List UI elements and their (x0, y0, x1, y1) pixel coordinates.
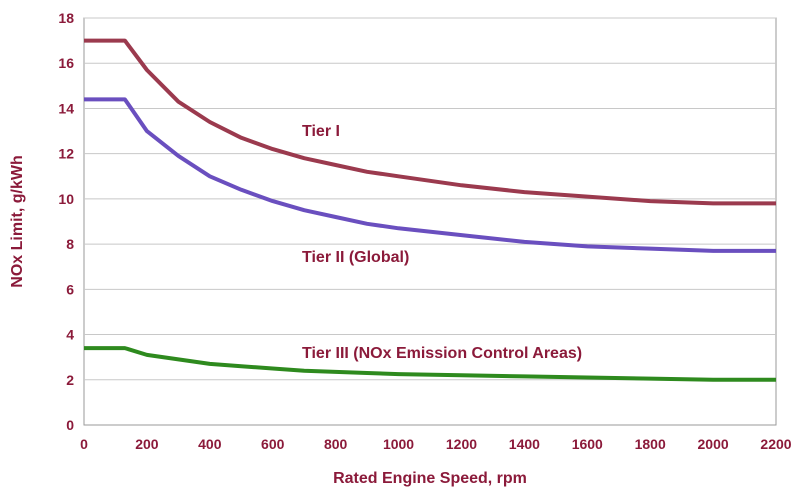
series-label-tier-iii: Tier III (NOx Emission Control Areas) (302, 345, 582, 362)
x-tick-label: 1000 (383, 436, 414, 452)
series-label-tier-i: Tier I (302, 123, 340, 140)
x-tick-label: 1200 (446, 436, 477, 452)
y-tick-label: 10 (58, 191, 74, 207)
series-group (84, 38, 776, 382)
grid-lines (84, 17, 776, 381)
x-tick-label: 200 (135, 436, 159, 452)
y-tick-label: 2 (66, 372, 74, 388)
x-tick-label: 1600 (572, 436, 603, 452)
series-line-1 (84, 97, 776, 253)
y-axis-ticks: 0 2 4 6 8 10 12 14 16 18 (58, 10, 74, 433)
y-tick-label: 8 (66, 236, 74, 252)
y-tick-label: 0 (66, 417, 74, 433)
y-tick-label: 4 (66, 327, 74, 343)
plot-area (83, 17, 777, 426)
y-axis-title: NOx Limit, g/kWh (9, 155, 26, 287)
x-tick-label: 1800 (635, 436, 666, 452)
y-tick-label: 16 (58, 55, 74, 71)
x-axis-title: Rated Engine Speed, rpm (333, 470, 527, 487)
x-tick-label: 400 (198, 436, 222, 452)
x-axis-ticks: 0 200 400 600 800 1000 1200 1400 1600 1800 2000 220… (80, 436, 792, 452)
x-tick-label: 800 (324, 436, 348, 452)
x-tick-label: 2200 (760, 436, 791, 452)
y-tick-label: 18 (58, 10, 74, 26)
y-tick-label: 12 (58, 146, 74, 162)
series-line-2 (84, 346, 776, 382)
series-line-0 (84, 38, 776, 206)
y-tick-label: 6 (66, 281, 74, 297)
x-tick-label: 0 (80, 436, 88, 452)
y-tick-label: 14 (58, 100, 74, 116)
x-tick-label: 600 (261, 436, 285, 452)
series-label-tier-ii: Tier II (Global) (302, 249, 409, 266)
x-tick-label: 1400 (509, 436, 540, 452)
x-tick-label: 2000 (698, 436, 729, 452)
